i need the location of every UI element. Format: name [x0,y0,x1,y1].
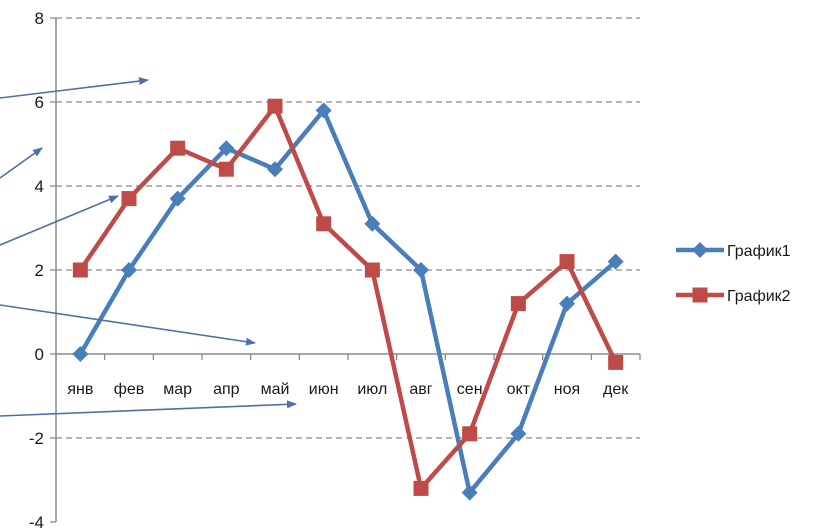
data-point [364,262,380,278]
y-tick-label: 0 [35,345,44,364]
data-point [608,354,624,370]
axes [50,17,641,523]
data-point [170,140,186,156]
annotation-arrows [0,77,297,417]
annotation-arrow [0,304,256,346]
y-tick-label: 6 [35,93,44,112]
data-point [510,425,527,442]
annotation-arrow [0,400,297,417]
data-point [461,484,478,501]
annotation-arrow [0,195,119,246]
data-point [607,253,624,270]
x-tick-labels: янв фев мар апр май июн июл авг сен окт ноя дек [67,381,629,398]
data-point [169,190,186,207]
data-point [559,295,575,312]
legend-entry-2: График2 [676,287,791,305]
y-tick-labels: 8 6 4 2 0 -2 -4 [29,9,44,530]
data-point [121,191,137,207]
x-tick-label: май [261,381,290,398]
legend-label: График1 [727,243,791,260]
series-1 [72,102,624,501]
data-point [413,262,429,278]
x-tick-label: фев [114,381,145,398]
legend-marker [692,242,708,258]
x-tick-label: дек [603,381,629,398]
x-tick-label: ноя [554,381,580,398]
data-point [316,216,332,232]
legend-marker [692,287,708,303]
grid-lines [56,17,640,439]
x-tick-label: янв [67,381,93,398]
data-point [267,98,283,114]
data-point [218,161,234,177]
data-point [364,215,381,232]
data-point [559,254,575,270]
data-point [510,296,526,312]
legend: График1 График2 [676,242,791,305]
data-point [72,346,89,362]
y-tick-label: 8 [35,9,44,28]
y-tick-label: -2 [29,429,44,448]
series [72,98,624,501]
series-2 [72,98,624,496]
legend-label: График2 [727,288,791,305]
annotation-arrow [0,147,43,179]
data-point [121,262,137,278]
data-point [462,426,478,442]
x-tick-label: сен [457,381,483,398]
data-point [413,480,429,496]
data-point [72,262,88,278]
y-tick-label: 2 [35,261,44,280]
legend-entry-1: График1 [676,242,791,260]
data-point [218,140,235,157]
series-line [78,108,618,495]
x-tick-label: апр [213,381,240,398]
x-tick-label: авг [409,381,432,398]
y-tick-label: 4 [35,177,44,196]
y-tick-label: -4 [29,513,44,530]
x-tick-label: июн [309,381,339,398]
annotation-arrow [0,77,149,99]
x-tick-label: июл [357,381,387,398]
x-tick-label: окт [507,381,531,398]
data-point [267,161,283,178]
data-point [315,102,332,119]
series-line [78,103,618,491]
x-tick-label: мар [163,381,192,398]
